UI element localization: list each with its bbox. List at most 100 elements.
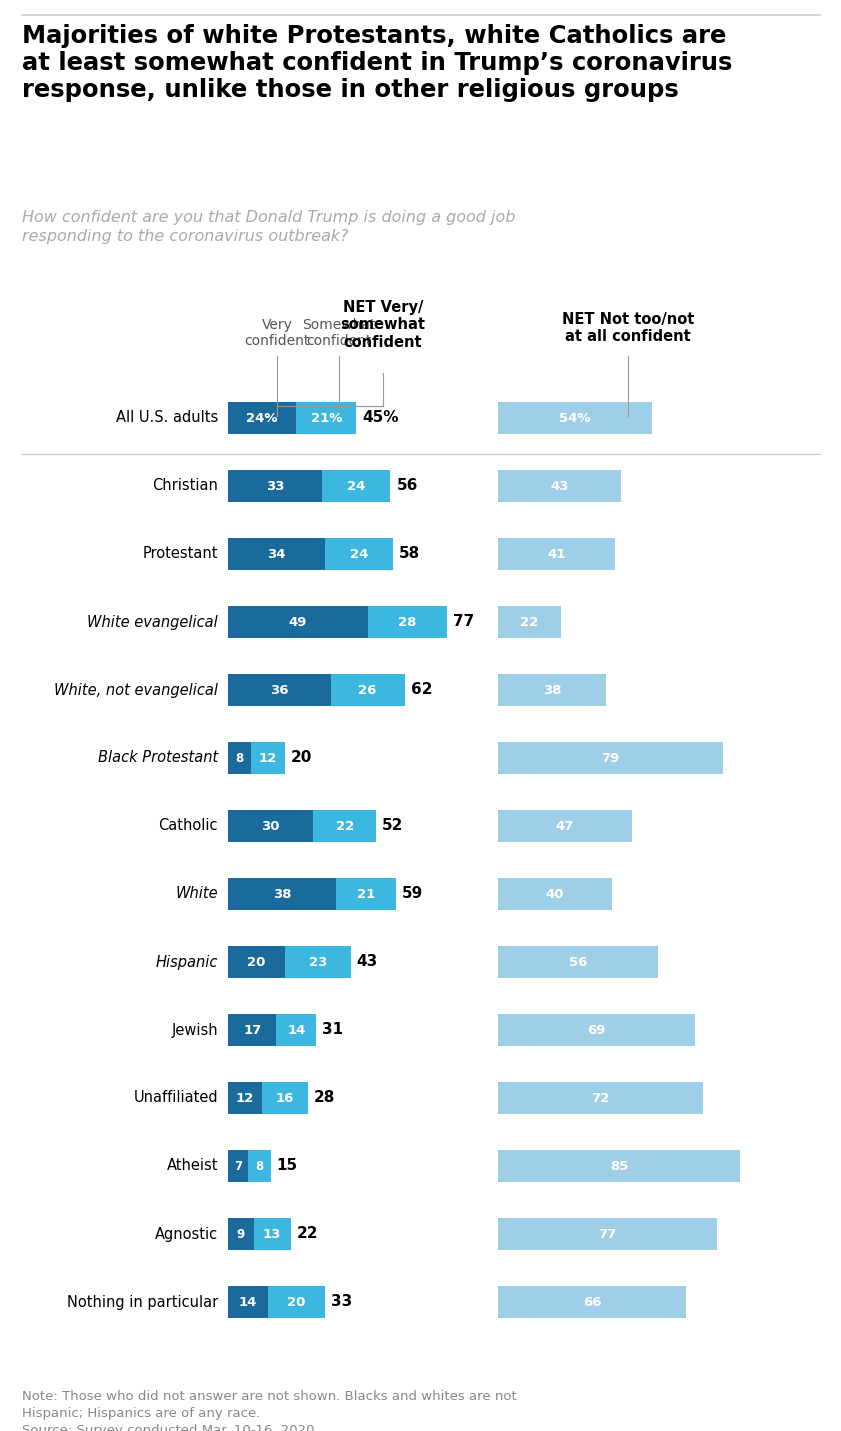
Text: Atheist: Atheist xyxy=(167,1159,218,1173)
Text: 17: 17 xyxy=(243,1023,262,1036)
Text: 45%: 45% xyxy=(362,411,399,425)
Bar xyxy=(498,1015,695,1046)
Bar xyxy=(277,1015,316,1046)
Text: 79: 79 xyxy=(601,751,620,764)
Text: 38: 38 xyxy=(272,887,291,900)
Text: Note: Those who did not answer are not shown. Blacks and whites are not
Hispanic: Note: Those who did not answer are not s… xyxy=(22,1390,516,1431)
Bar xyxy=(498,674,606,705)
Text: Hispanic: Hispanic xyxy=(156,954,218,969)
Bar xyxy=(498,743,723,774)
Text: 85: 85 xyxy=(610,1159,628,1172)
Text: 43: 43 xyxy=(357,954,378,969)
Text: 56: 56 xyxy=(396,478,418,494)
Text: Nothing in particular: Nothing in particular xyxy=(66,1295,218,1309)
Text: 14: 14 xyxy=(239,1295,257,1308)
Bar xyxy=(228,1015,277,1046)
Text: 22: 22 xyxy=(521,615,538,628)
Text: 20: 20 xyxy=(247,956,266,969)
Text: 22: 22 xyxy=(297,1226,318,1242)
Text: 56: 56 xyxy=(569,956,587,969)
Text: Very
confident: Very confident xyxy=(245,318,309,348)
Text: 43: 43 xyxy=(550,479,569,492)
Bar xyxy=(498,1286,686,1318)
Text: 16: 16 xyxy=(276,1092,294,1105)
Text: 13: 13 xyxy=(263,1228,282,1241)
Bar xyxy=(498,469,621,502)
Text: Catholic: Catholic xyxy=(158,819,218,833)
Bar xyxy=(248,1151,271,1182)
Text: 66: 66 xyxy=(583,1295,601,1308)
Bar xyxy=(498,1218,717,1251)
Text: NET Not too/not
at all confident: NET Not too/not at all confident xyxy=(562,312,694,345)
Bar xyxy=(498,605,561,638)
Bar xyxy=(228,1082,262,1113)
Text: 40: 40 xyxy=(546,887,564,900)
Bar xyxy=(228,1151,248,1182)
Text: 12: 12 xyxy=(236,1092,254,1105)
Text: 23: 23 xyxy=(309,956,327,969)
Text: 15: 15 xyxy=(277,1159,298,1173)
Text: NET Very/
somewhat
confident: NET Very/ somewhat confident xyxy=(341,301,426,349)
Text: Unaffiliated: Unaffiliated xyxy=(134,1090,218,1106)
Text: 38: 38 xyxy=(543,684,562,697)
Bar xyxy=(262,1082,308,1113)
Bar xyxy=(498,1151,740,1182)
Text: 7: 7 xyxy=(234,1159,242,1172)
Bar xyxy=(254,1218,291,1251)
Text: 36: 36 xyxy=(270,684,288,697)
Text: 8: 8 xyxy=(255,1159,263,1172)
Bar xyxy=(268,1286,325,1318)
Bar xyxy=(498,538,615,570)
Text: 24: 24 xyxy=(350,548,368,561)
Text: 59: 59 xyxy=(402,886,423,902)
Text: 69: 69 xyxy=(587,1023,606,1036)
Bar xyxy=(228,946,285,977)
Bar xyxy=(498,879,612,910)
Text: Christian: Christian xyxy=(152,478,218,494)
Text: 21: 21 xyxy=(357,887,375,900)
Text: 52: 52 xyxy=(382,819,404,833)
Text: Somewhat
confident: Somewhat confident xyxy=(302,318,376,348)
Text: 9: 9 xyxy=(236,1228,245,1241)
Text: 28: 28 xyxy=(399,615,417,628)
Bar xyxy=(368,605,447,638)
Text: Jewish: Jewish xyxy=(172,1023,218,1037)
Text: 30: 30 xyxy=(262,820,280,833)
Text: White, not evangelical: White, not evangelical xyxy=(54,683,218,697)
Bar xyxy=(228,1218,254,1251)
Text: 33: 33 xyxy=(266,479,284,492)
Text: 12: 12 xyxy=(259,751,277,764)
Text: 14: 14 xyxy=(288,1023,305,1036)
Text: Agnostic: Agnostic xyxy=(155,1226,218,1242)
Bar xyxy=(228,469,322,502)
Bar xyxy=(498,810,632,841)
Text: 21%: 21% xyxy=(310,412,342,425)
Text: 20: 20 xyxy=(291,750,312,766)
Bar xyxy=(228,538,325,570)
Bar xyxy=(228,674,331,705)
Bar xyxy=(498,1082,703,1113)
Text: 22: 22 xyxy=(336,820,354,833)
Bar xyxy=(314,810,376,841)
Bar xyxy=(296,402,357,434)
Text: 28: 28 xyxy=(314,1090,336,1106)
Text: 24%: 24% xyxy=(246,412,278,425)
Text: 8: 8 xyxy=(235,751,244,764)
Bar xyxy=(331,674,405,705)
Text: 47: 47 xyxy=(556,820,574,833)
Text: 62: 62 xyxy=(410,683,432,697)
Bar xyxy=(228,402,296,434)
Text: 49: 49 xyxy=(288,615,307,628)
Text: 26: 26 xyxy=(358,684,377,697)
Text: Black Protestant: Black Protestant xyxy=(98,750,218,766)
Text: Majorities of white Protestants, white Catholics are
at least somewhat confident: Majorities of white Protestants, white C… xyxy=(22,24,733,102)
Text: Protestant: Protestant xyxy=(142,547,218,561)
Text: 24: 24 xyxy=(347,479,366,492)
Bar xyxy=(251,743,285,774)
Text: 72: 72 xyxy=(591,1092,610,1105)
Text: White evangelical: White evangelical xyxy=(87,614,218,630)
Bar xyxy=(498,402,652,434)
Bar xyxy=(228,1286,268,1318)
Text: 33: 33 xyxy=(331,1295,352,1309)
Text: 58: 58 xyxy=(399,547,420,561)
